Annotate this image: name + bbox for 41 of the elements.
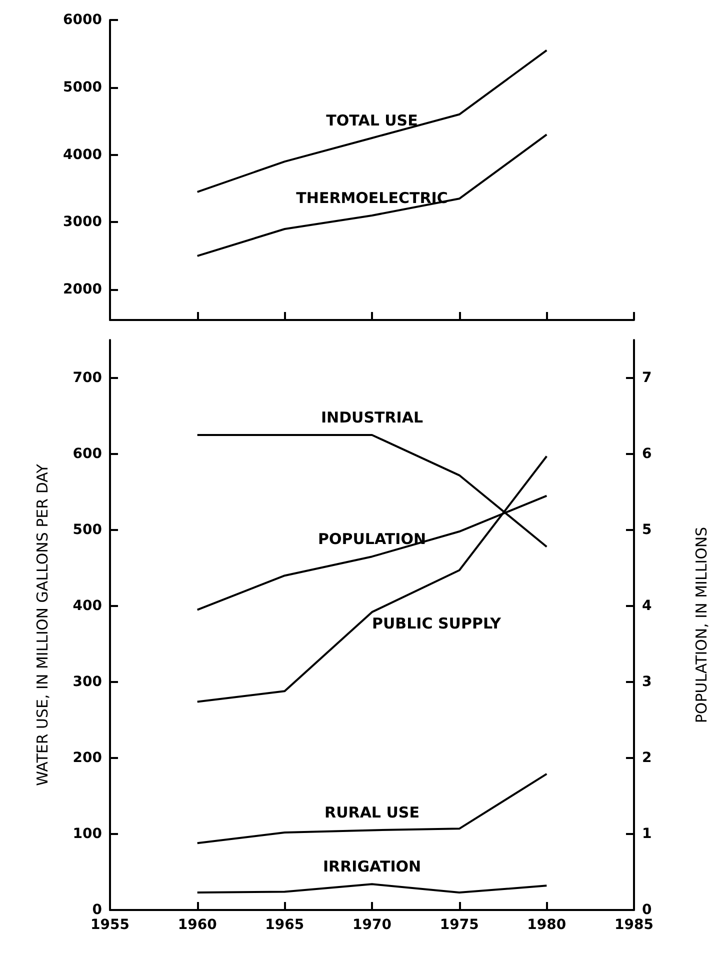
y-tick-label: 6000 bbox=[63, 12, 102, 28]
x-tick-label: 1985 bbox=[614, 917, 654, 933]
y-tick-label: 500 bbox=[72, 522, 102, 538]
series-label: IRRIGATION bbox=[322, 858, 422, 876]
y2-tick-label: 7 bbox=[642, 370, 652, 386]
y-tick-label: 100 bbox=[72, 826, 102, 842]
y-tick-label: 2000 bbox=[63, 282, 102, 298]
y2-tick-label: 1 bbox=[642, 826, 652, 842]
y2-tick-label: 5 bbox=[642, 522, 652, 538]
series-label: THERMOELECTRIC bbox=[296, 189, 448, 208]
y-tick-label: 5000 bbox=[63, 79, 102, 96]
x-tick-label: 1955 bbox=[90, 917, 130, 933]
line-series bbox=[196, 134, 548, 257]
y-tick-label: 3000 bbox=[63, 214, 102, 230]
y2-tick-label: 4 bbox=[642, 598, 652, 614]
series-label: TOTAL USE bbox=[326, 111, 418, 130]
y2-tick-label: 0 bbox=[642, 902, 652, 918]
series-label: INDUSTRIAL bbox=[320, 408, 424, 426]
x-tick-label: 1980 bbox=[527, 917, 566, 933]
series-label: POPULATION bbox=[318, 530, 426, 548]
y-tick-label: 700 bbox=[72, 370, 102, 386]
y-tick-label: 300 bbox=[72, 674, 102, 690]
line-series bbox=[196, 49, 548, 193]
line-series bbox=[196, 772, 548, 844]
y-tick-label: 4000 bbox=[63, 146, 102, 163]
y-tick-label: 400 bbox=[72, 598, 102, 614]
series-label: PUBLIC SUPPLY bbox=[372, 614, 502, 633]
y-tick-label: 600 bbox=[72, 446, 102, 462]
x-tick-label: 1970 bbox=[352, 917, 392, 933]
y-tick-label: 200 bbox=[72, 750, 102, 766]
y2-tick-label: 3 bbox=[642, 674, 652, 690]
y-tick-label: 0 bbox=[92, 902, 102, 918]
line-series bbox=[196, 883, 548, 894]
y2-tick-label: 6 bbox=[642, 446, 652, 462]
x-tick-label: 1975 bbox=[440, 917, 479, 933]
y-axis-title: WATER USE, IN MILLION GALLONS PER DAY bbox=[34, 463, 52, 786]
y2-tick-label: 2 bbox=[642, 750, 652, 766]
series-label: RURAL USE bbox=[324, 804, 420, 822]
x-tick-label: 1965 bbox=[265, 917, 304, 933]
x-tick-label: 1960 bbox=[178, 917, 218, 933]
y2-axis-title: POPULATION, IN MILLIONS bbox=[692, 526, 710, 724]
